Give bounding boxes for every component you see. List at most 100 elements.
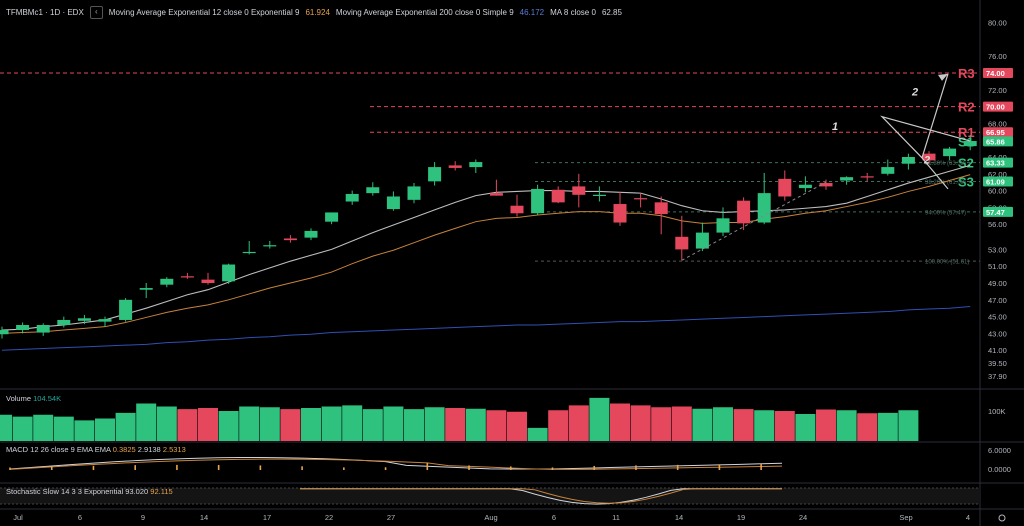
ema12-label[interactable]: Moving Average Exponential 12 close 0 Ex… bbox=[108, 8, 300, 17]
macd-histogram-bar bbox=[259, 465, 262, 470]
volume-bar bbox=[156, 406, 177, 441]
macd-tick: 6.0000 bbox=[988, 446, 1011, 455]
y-tick-label: 68.00 bbox=[988, 119, 1007, 128]
ma8-label[interactable]: MA 8 close 0 bbox=[550, 8, 596, 17]
wave-projection bbox=[880, 73, 971, 159]
macd-histogram-bar bbox=[343, 467, 345, 470]
volume-bar bbox=[239, 406, 260, 441]
volume-bar bbox=[342, 405, 363, 441]
volume-bar bbox=[692, 408, 713, 441]
candle bbox=[695, 232, 709, 249]
x-tick-label: 19 bbox=[737, 513, 745, 522]
candle bbox=[0, 330, 9, 335]
macd-histogram-bar bbox=[468, 465, 470, 470]
stoch-d-line bbox=[300, 488, 782, 504]
candle bbox=[366, 187, 380, 194]
candle bbox=[222, 264, 236, 282]
x-tick-label: Jul bbox=[13, 513, 23, 522]
volume-bar bbox=[589, 397, 610, 441]
symbol-label[interactable]: TFMBMc1 · 1D · EDX bbox=[6, 8, 84, 17]
macd-v3: 2.5313 bbox=[162, 445, 186, 454]
y-tick-label: 49.00 bbox=[988, 279, 1007, 288]
macd-histogram-bar bbox=[551, 467, 554, 470]
macd-histogram-bar bbox=[9, 467, 11, 470]
volume-bar bbox=[486, 410, 507, 441]
candle bbox=[551, 189, 565, 203]
macd-pane-label[interactable]: MACD 12 26 close 9 EMA EMA 0.3825 2.9138… bbox=[6, 445, 186, 454]
stoch-label: Stochastic Slow 14 3 3 Exponential bbox=[6, 487, 124, 496]
macd-v1: 0.3825 bbox=[112, 445, 136, 454]
candle bbox=[531, 188, 545, 214]
x-tick-label: 9 bbox=[141, 513, 145, 522]
y-tick-label: 76.00 bbox=[988, 52, 1007, 61]
fib-label: 94.00% (57.47) bbox=[925, 210, 966, 216]
candle bbox=[386, 196, 400, 210]
candle bbox=[304, 230, 318, 238]
pivot-price-r3: 74.00 bbox=[986, 69, 1005, 78]
volume-bar bbox=[301, 408, 321, 441]
candle bbox=[139, 288, 153, 290]
candle bbox=[36, 325, 50, 333]
macd-histogram-bar bbox=[593, 465, 596, 470]
pivot-price-r2: 70.00 bbox=[986, 103, 1005, 112]
volume-bar bbox=[33, 414, 54, 441]
macd-histogram-bar bbox=[760, 463, 762, 470]
candle bbox=[469, 162, 483, 168]
ema200-label[interactable]: Moving Average Exponential 200 close 0 S… bbox=[335, 8, 514, 17]
candle bbox=[263, 245, 277, 247]
pivot-price-tag bbox=[983, 157, 1013, 168]
candle bbox=[737, 200, 751, 224]
settings-icon[interactable] bbox=[998, 514, 1006, 522]
candle bbox=[325, 212, 339, 222]
volume-bar bbox=[383, 406, 404, 441]
macd-histogram-bar bbox=[301, 466, 303, 470]
candle bbox=[160, 278, 174, 285]
fib-label: 100.00% (51.61) bbox=[925, 260, 969, 266]
x-tick-label: 6 bbox=[78, 513, 82, 522]
y-tick-label: 39.50 bbox=[988, 359, 1007, 368]
volume-bar bbox=[95, 418, 115, 441]
x-tick-label: 17 bbox=[263, 513, 271, 522]
candle bbox=[675, 236, 689, 250]
macd-histogram-bar bbox=[718, 464, 721, 470]
macd-v2: 2.9138 bbox=[137, 445, 161, 454]
volume-bar bbox=[795, 414, 816, 441]
candle bbox=[428, 167, 442, 182]
x-tick-label: 4 bbox=[966, 513, 970, 522]
volume-bar bbox=[136, 403, 157, 441]
collapse-indicators-icon[interactable]: ‹ bbox=[89, 6, 103, 19]
volume-bar bbox=[610, 403, 630, 441]
pivot-price-tag bbox=[983, 127, 1013, 138]
candle bbox=[489, 193, 503, 196]
candle bbox=[510, 205, 524, 214]
x-tick-label: 22 bbox=[325, 513, 333, 522]
volume-bar bbox=[630, 405, 651, 441]
stoch-v1: 93.020 bbox=[125, 487, 149, 496]
pivot-label-s3: S3 bbox=[958, 174, 974, 189]
volume-bar bbox=[671, 406, 692, 441]
y-tick-label: 72.00 bbox=[988, 86, 1007, 95]
volume-axis-label: 100K bbox=[988, 407, 1006, 416]
stoch-pane-label[interactable]: Stochastic Slow 14 3 3 Exponential 93.02… bbox=[6, 487, 173, 496]
arrow-head bbox=[938, 73, 948, 81]
volume-bar bbox=[12, 416, 33, 441]
volume-label: Volume bbox=[6, 394, 32, 403]
macd-histogram-bar bbox=[509, 466, 512, 470]
volume-bar bbox=[445, 408, 466, 441]
pivot-price-s2: 63.33 bbox=[986, 159, 1005, 168]
volume-pane-label[interactable]: Volume 104.54K bbox=[6, 394, 61, 403]
pivot-price-tag bbox=[983, 136, 1013, 147]
volume-bar bbox=[115, 412, 136, 441]
macd-label: MACD 12 26 close 9 EMA EMA bbox=[6, 445, 111, 454]
stoch-v2: 92.115 bbox=[150, 487, 173, 496]
volume-bar bbox=[0, 414, 12, 441]
wave-projection-down bbox=[921, 157, 949, 190]
candle bbox=[901, 157, 915, 164]
wave-label: 2 bbox=[911, 87, 918, 99]
x-tick-label: Aug bbox=[484, 513, 497, 522]
pivot-price-tag bbox=[983, 176, 1013, 187]
candle bbox=[283, 238, 297, 241]
chart-header: TFMBMc1 · 1D · EDX ‹ Moving Average Expo… bbox=[6, 6, 622, 19]
fib-label: 61.80% (63.33) bbox=[925, 161, 966, 167]
